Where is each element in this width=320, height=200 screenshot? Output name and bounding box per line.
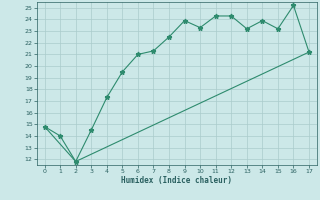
X-axis label: Humidex (Indice chaleur): Humidex (Indice chaleur) [121, 176, 232, 185]
